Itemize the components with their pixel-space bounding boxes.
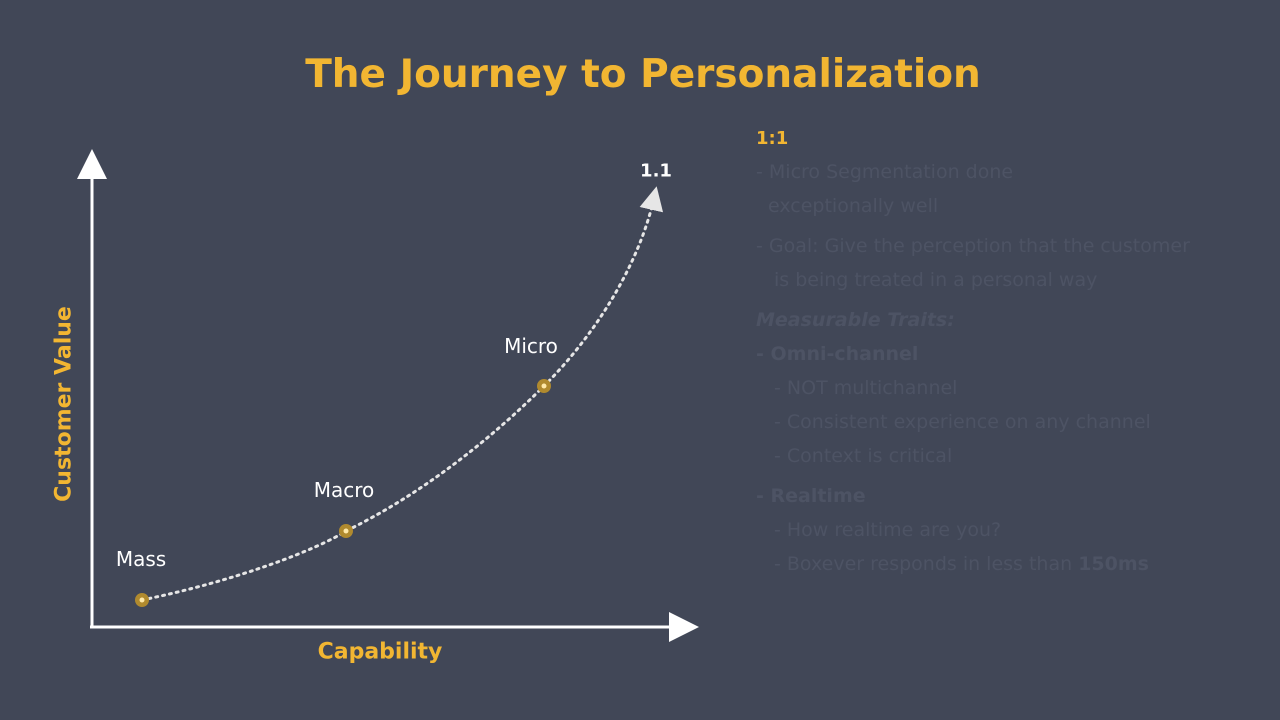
growth-curve bbox=[140, 186, 664, 602]
goal-line2: is being treated in a personal way bbox=[774, 269, 1098, 291]
point-marker-center bbox=[541, 383, 547, 389]
omni-item: - Context is critical bbox=[774, 445, 953, 467]
endpoint-label: 1.1 bbox=[640, 160, 672, 182]
y-axis-label: Customer Value bbox=[51, 306, 77, 502]
traits-heading: Measurable Traits: bbox=[756, 309, 955, 331]
goal-line1: - Goal: Give the perception that the cus… bbox=[756, 235, 1190, 257]
point-label-micro: Micro bbox=[504, 334, 558, 358]
point-marker-center bbox=[343, 528, 349, 534]
realtime-item: - How realtime are you? bbox=[774, 519, 1002, 541]
point-label-macro: Macro bbox=[313, 478, 375, 502]
realtime-heading: - Realtime bbox=[756, 485, 866, 507]
x-axis-label: Capability bbox=[317, 639, 443, 665]
notes-panel: 1:1 - Micro Segmentation done exceptiona… bbox=[756, 125, 1266, 581]
realtime-item: - Boxever responds in less than 150ms bbox=[756, 547, 1266, 581]
notes-heading: 1:1 bbox=[756, 128, 789, 149]
micro-seg-line1: - Micro Segmentation done bbox=[756, 161, 1014, 183]
page-title: The Journey to Personalization bbox=[305, 52, 981, 97]
omni-heading: - Omni-channel bbox=[756, 343, 919, 365]
omni-item: - NOT multichannel bbox=[774, 377, 958, 399]
micro-seg-line2: exceptionally well bbox=[768, 195, 939, 217]
omni-item: - Consistent experience on any channel bbox=[774, 411, 1151, 433]
realtime-item-text: - Boxever responds in less than bbox=[774, 553, 1079, 575]
point-marker-center bbox=[139, 597, 145, 603]
realtime-item-value: 150ms bbox=[1078, 553, 1149, 575]
point-label-mass: Mass bbox=[115, 547, 167, 571]
